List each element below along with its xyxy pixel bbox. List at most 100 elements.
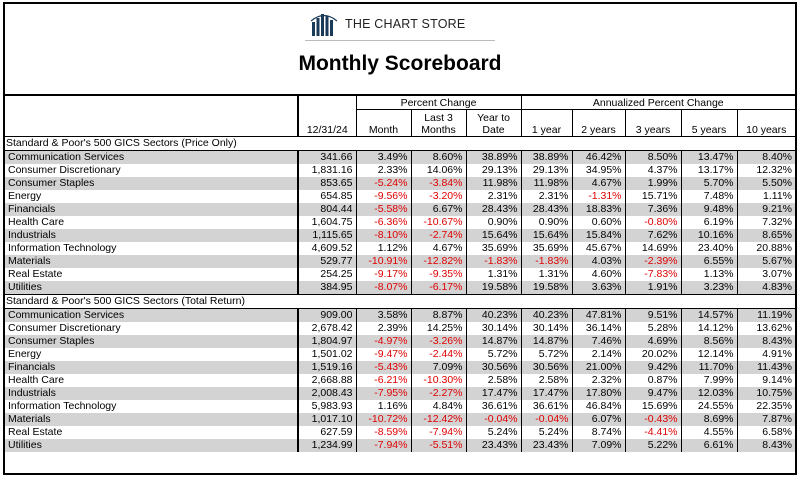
cell-y10: 4.91%: [736, 347, 796, 361]
cell-y5: 14.12%: [680, 321, 738, 335]
sector-name: Health Care: [8, 216, 65, 228]
table-row: Consumer Discretionary 2,678.42 2.39% 14.25…: [5, 321, 796, 335]
cell-ytd: 5.72%: [465, 347, 522, 361]
cell-month: -6.21%: [355, 373, 411, 387]
table-row: Communication Services 909.00 3.58% 8.87% 40…: [5, 308, 796, 322]
cell-y10: 8.43%: [736, 334, 796, 348]
cell-y1: 36.61%: [520, 399, 573, 413]
cell-y3: 9.51%: [624, 308, 682, 322]
cell-y1: 2.31%: [520, 189, 573, 203]
cell-last3: -2.27%: [410, 386, 466, 400]
sector-name: Financials: [5, 202, 298, 216]
cell-y5: 6.61%: [680, 438, 738, 452]
cell-month: 2.39%: [355, 321, 411, 335]
cell-y1: 23.43%: [520, 438, 573, 452]
cell-ytd: 14.87%: [465, 334, 522, 348]
table-row: Consumer Staples 1,804.97 -4.97% -3.26% 14.8…: [5, 334, 796, 348]
cell-y5: 4.55%: [680, 425, 738, 439]
cell-last3: -3.84%: [410, 176, 466, 190]
cell-last3: -3.26%: [410, 334, 466, 348]
cell-y5: 6.55%: [680, 254, 738, 268]
cell-ytd: 0.90%: [465, 215, 522, 229]
cell-last3: -10.30%: [410, 373, 466, 387]
cell-value: 341.66: [297, 150, 356, 164]
sector-name: Utilities: [5, 280, 298, 294]
cell-y3: 9.42%: [624, 360, 682, 374]
cell-y5: 23.40%: [680, 241, 738, 255]
scoreboard-frame: THE CHART STORE Monthly Scoreboard Perce…: [3, 2, 797, 475]
cell-last3: 8.87%: [410, 308, 466, 322]
cell-value: 909.00: [297, 308, 356, 322]
cell-ytd: 5.24%: [465, 425, 522, 439]
table-row: Health Care 1,604.75 -6.36% -10.67% 0.90% 0.9…: [5, 215, 796, 229]
cell-y5: 8.56%: [680, 334, 738, 348]
cell-value: 1,804.97: [297, 334, 356, 348]
cell-y5: 8.69%: [680, 412, 738, 426]
cell-y10: 8.43%: [736, 438, 796, 452]
cell-y1: 0.90%: [520, 215, 573, 229]
cell-y5: 12.03%: [680, 386, 738, 400]
section-title: Standard & Poor's 500 GICS Sectors (Tota…: [5, 293, 796, 309]
cell-y5: 9.48%: [680, 202, 738, 216]
cell-y3: 0.87%: [624, 373, 682, 387]
sector-name: Energy: [8, 348, 42, 360]
table-row: Utilities 1,234.99 -7.94% -5.51% 23.43% 23.43…: [5, 438, 796, 452]
cell-y5: 13.17%: [680, 163, 738, 177]
cell-last3: -9.35%: [410, 267, 466, 281]
cell-y10: 12.32%: [736, 163, 796, 177]
header-date: 12/31/24: [297, 109, 356, 137]
cell-month: 3.49%: [355, 150, 411, 164]
cell-y5: 5.70%: [680, 176, 738, 190]
sector-name: Utilities: [5, 438, 298, 452]
cell-ytd: 11.98%: [465, 176, 522, 190]
cell-y2: 36.14%: [571, 321, 626, 335]
header-last3: Last 3 Months: [410, 109, 466, 137]
cell-y3: 5.22%: [624, 438, 682, 452]
cell-ytd: 36.61%: [465, 399, 522, 413]
cell-last3: -3.20%: [410, 189, 466, 203]
sector-name: Real Estate: [8, 268, 63, 280]
header-month: Month: [355, 109, 411, 137]
cell-y2: 4.03%: [571, 254, 626, 268]
cell-y3: 1.91%: [624, 280, 682, 294]
cell-month: -7.95%: [355, 386, 411, 400]
cell-month: -5.24%: [355, 176, 411, 190]
sector-name: Communication Services: [5, 308, 298, 322]
cell-y2: 46.42%: [571, 150, 626, 164]
cell-last3: 4.67%: [410, 241, 466, 255]
cell-y10: 1.11%: [736, 189, 796, 203]
cell-y2: 21.00%: [571, 360, 626, 374]
cell-y1: 5.72%: [520, 347, 573, 361]
cell-month: -6.36%: [355, 215, 411, 229]
header-2-years: 2 years: [571, 109, 626, 137]
cell-y3: 1.99%: [624, 176, 682, 190]
cell-month: -8.07%: [355, 280, 411, 294]
cell-ytd: 30.14%: [465, 321, 522, 335]
bar-chart-logo-icon: [311, 14, 337, 36]
cell-ytd: 17.47%: [465, 386, 522, 400]
cell-month: -9.17%: [355, 267, 411, 281]
cell-y2: 4.67%: [571, 176, 626, 190]
sector-name: Real Estate: [8, 426, 63, 438]
cell-y2: 46.84%: [571, 399, 626, 413]
scoreboard-header: THE CHART STORE Monthly Scoreboard: [5, 4, 795, 94]
cell-ytd: -1.83%: [465, 254, 522, 268]
cell-y3: 5.28%: [624, 321, 682, 335]
cell-y1: 17.47%: [520, 386, 573, 400]
cell-y1: 5.24%: [520, 425, 573, 439]
cell-y3: -0.80%: [624, 215, 682, 229]
cell-y10: 8.40%: [736, 150, 796, 164]
cell-y5: 24.55%: [680, 399, 738, 413]
cell-y10: 7.87%: [736, 412, 796, 426]
cell-month: -10.72%: [355, 412, 411, 426]
cell-y3: -2.39%: [624, 254, 682, 268]
cell-y3: -0.43%: [624, 412, 682, 426]
sector-name: Consumer Staples: [5, 176, 298, 190]
cell-y5: 10.16%: [680, 228, 738, 242]
header-ytd-line1: Year to: [477, 111, 510, 124]
brand-divider: [305, 40, 495, 41]
sector-name: Information Technology: [8, 242, 117, 254]
header-group-percent: Percent Change: [355, 96, 522, 110]
cell-y5: 7.99%: [680, 373, 738, 387]
header-ytd-line2: Date: [482, 123, 505, 136]
